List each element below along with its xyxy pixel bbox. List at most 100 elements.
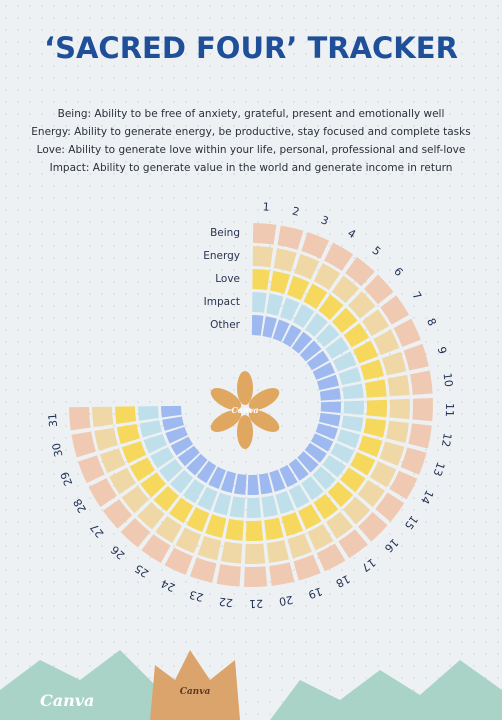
day-label: 24 <box>159 577 177 595</box>
tracker-cell <box>343 400 364 416</box>
ring-label: Other <box>210 319 240 331</box>
tracker-cell <box>153 485 179 512</box>
tracker-cell <box>279 464 298 488</box>
tracker-cell <box>137 501 165 530</box>
tracker-cell <box>342 383 364 400</box>
tracker-cell <box>294 253 320 280</box>
tracker-cell <box>69 406 91 431</box>
tracker-cell <box>307 523 334 551</box>
tracker-cell <box>332 351 357 372</box>
tracker-cell <box>400 447 427 475</box>
tracker-cell <box>373 329 400 356</box>
tracker-cell <box>116 423 140 445</box>
tracker-cell <box>120 518 151 548</box>
tracker-cell <box>109 467 136 495</box>
tracker-cell <box>197 486 218 511</box>
ring-label: Love <box>215 273 240 285</box>
tracker-cell <box>412 398 433 422</box>
tracker-cell <box>162 416 184 431</box>
tracker-cell <box>269 469 286 492</box>
tracker-cell <box>361 309 390 337</box>
tracker-cell <box>121 485 150 514</box>
tracker-cell <box>273 248 297 272</box>
tracker-cell <box>353 340 378 364</box>
tracker-cell <box>220 470 237 493</box>
tracker-cell <box>252 269 270 291</box>
day-label: 22 <box>218 595 234 610</box>
tracker-cell <box>99 448 126 474</box>
tracker-cell <box>165 426 188 444</box>
tracker-cell <box>310 433 334 452</box>
tracker-cell <box>138 406 159 421</box>
tracker-cell <box>102 499 133 529</box>
tracker-cell <box>403 343 429 371</box>
logo: Canva <box>180 687 211 697</box>
day-label: 3 <box>319 213 330 228</box>
tracker-cell <box>121 441 147 464</box>
ring-label: Energy <box>203 250 240 262</box>
tracker-cell <box>339 467 366 493</box>
day-label: 20 <box>278 593 294 608</box>
logo: Canva <box>40 691 94 710</box>
tracker-cell <box>331 307 358 333</box>
tracker-cell <box>143 433 168 454</box>
tracker-cell <box>408 423 432 449</box>
tracker-cell <box>319 387 341 401</box>
tracker-cell <box>380 295 410 325</box>
title: ‘SACRED FOUR’ TRACKER <box>44 31 458 65</box>
day-label: 11 <box>443 403 456 417</box>
day-label: 23 <box>188 588 205 604</box>
tracker-cell <box>177 445 200 467</box>
tracker-cell <box>313 493 339 520</box>
tracker-cell <box>293 554 321 581</box>
day-label: 30 <box>50 442 66 459</box>
tracker-cell <box>269 270 291 294</box>
tracker-cell <box>186 453 208 476</box>
day-label: 14 <box>418 488 436 506</box>
tracker-cell <box>350 452 376 476</box>
definition: Love: Ability to generate love within yo… <box>37 144 466 156</box>
tracker-cell <box>299 340 322 362</box>
tracker-cell <box>357 479 385 508</box>
day-label: 12 <box>439 432 454 448</box>
tracker-cell <box>288 458 309 481</box>
tracker-cell <box>393 318 421 347</box>
tracker-cell <box>345 256 375 287</box>
day-label: 10 <box>441 372 456 388</box>
tracker-cell <box>301 476 324 501</box>
tracker-cell <box>281 512 304 537</box>
tracker-cell <box>389 470 418 500</box>
tracker-cell <box>161 405 182 418</box>
tracker-cell <box>410 370 433 395</box>
tracker-cell <box>318 412 341 427</box>
tracker-cell <box>381 351 407 376</box>
tracker-cell <box>282 324 302 348</box>
tracker-cell <box>324 242 354 271</box>
tracker-cell <box>364 274 394 305</box>
tracker-cell <box>358 435 383 458</box>
tracker-cell <box>304 442 327 463</box>
tracker-cell <box>306 350 330 371</box>
tracker-cell <box>347 291 376 319</box>
tracker-cell <box>264 517 284 541</box>
center-flower: Canva <box>210 371 280 449</box>
tracker-cell <box>338 529 368 559</box>
tracker-cell <box>88 478 117 508</box>
tracker-cell <box>330 442 355 464</box>
tracker-cell <box>316 543 346 572</box>
tracker-cell <box>292 304 315 329</box>
tracker-cell <box>186 507 210 532</box>
day-label: 2 <box>291 205 301 219</box>
tracker-cell <box>322 455 347 478</box>
tracker-cell <box>287 533 312 559</box>
tracker-cell <box>360 359 384 381</box>
tracker-cell <box>244 566 268 587</box>
tracker-cell <box>325 336 350 359</box>
tracker-cell <box>150 446 175 469</box>
day-label: 18 <box>334 572 352 590</box>
tracker-cell <box>275 490 295 515</box>
tracker-cell <box>312 466 336 490</box>
definition: Being: Ability to be free of anxiety, gr… <box>58 108 445 120</box>
